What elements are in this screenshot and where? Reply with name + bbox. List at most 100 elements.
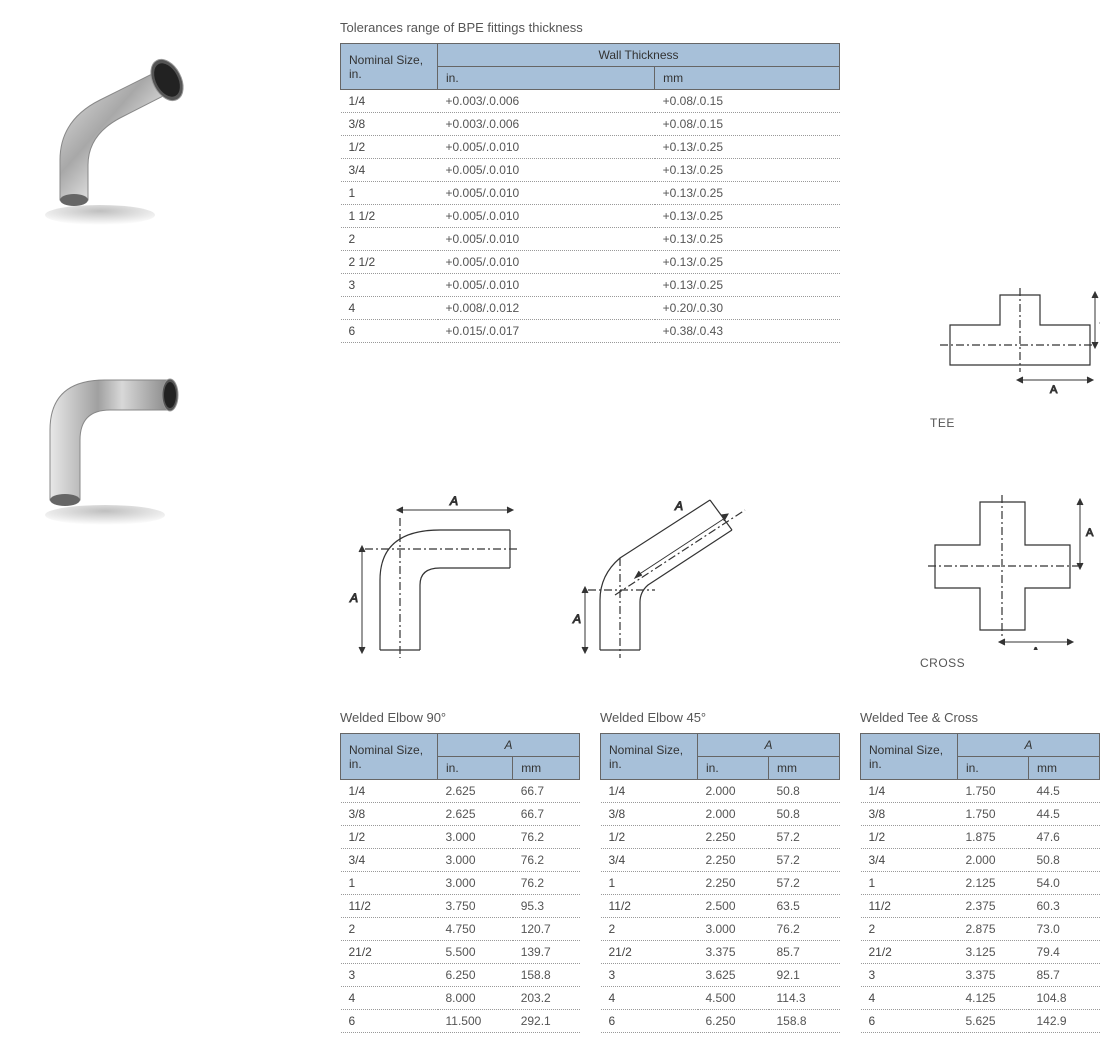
cell-in: 5.500 <box>438 941 513 964</box>
elbow-45-photo <box>20 40 200 240</box>
cell-size: 3/8 <box>861 803 958 826</box>
table-row: 3+0.005/.0.010+0.13/.0.25 <box>341 274 840 297</box>
dim-a: A <box>572 612 581 626</box>
elbow-45-title: Welded Elbow 45° <box>600 710 840 725</box>
cell-size: 6 <box>341 1010 438 1033</box>
cell-mm: 85.7 <box>769 941 840 964</box>
cell-mm: 79.4 <box>1029 941 1100 964</box>
table-row: 65.625142.9 <box>861 1010 1100 1033</box>
th-mm: mm <box>655 67 840 90</box>
cell-mm: +0.08/.0.15 <box>655 90 840 113</box>
cell-mm: 95.3 <box>513 895 580 918</box>
table-row: 1/42.62566.7 <box>341 780 580 803</box>
cross-label: CROSS <box>920 656 965 670</box>
table-row: 2 1/2+0.005/.0.010+0.13/.0.25 <box>341 251 840 274</box>
cell-in: 3.000 <box>438 872 513 895</box>
cell-in: +0.005/.0.010 <box>438 136 655 159</box>
table-row: 21/23.37585.7 <box>601 941 840 964</box>
table-row: 1/41.75044.5 <box>861 780 1100 803</box>
cell-size: 21/2 <box>861 941 958 964</box>
cell-in: 4.500 <box>698 987 769 1010</box>
table-row: 44.125104.8 <box>861 987 1100 1010</box>
cell-in: 2.250 <box>698 826 769 849</box>
tee-label: TEE <box>930 416 955 430</box>
elbow-45-block: Welded Elbow 45° Nominal Size, in. A in.… <box>600 710 840 1033</box>
cell-mm: 44.5 <box>1029 780 1100 803</box>
dim-a: A <box>1050 384 1058 396</box>
cell-in: 2.625 <box>438 780 513 803</box>
th-size: Nominal Size, in. <box>601 734 698 780</box>
table-row: 1/4+0.003/.0.006+0.08/.0.15 <box>341 90 840 113</box>
cell-in: 2.125 <box>958 872 1029 895</box>
cell-in: 2.000 <box>698 780 769 803</box>
cell-size: 1/4 <box>601 780 698 803</box>
th-size: Nominal Size, in. <box>341 734 438 780</box>
cell-mm: 57.2 <box>769 826 840 849</box>
cell-in: 2.625 <box>438 803 513 826</box>
cell-mm: 120.7 <box>513 918 580 941</box>
table-row: 2+0.005/.0.010+0.13/.0.25 <box>341 228 840 251</box>
elbow-45-table: Nominal Size, in. A in. mm 1/42.00050.83… <box>600 733 840 1033</box>
cell-mm: 139.7 <box>513 941 580 964</box>
cell-size: 1 <box>601 872 698 895</box>
table-row: 33.62592.1 <box>601 964 840 987</box>
cell-size: 2 <box>341 228 438 251</box>
table-row: 3/82.62566.7 <box>341 803 580 826</box>
table-row: 3/82.00050.8 <box>601 803 840 826</box>
cell-mm: +0.13/.0.25 <box>655 136 840 159</box>
cell-size: 1 <box>341 182 438 205</box>
th-a: A <box>958 734 1100 757</box>
cell-mm: +0.38/.0.43 <box>655 320 840 343</box>
table-row: 12.12554.0 <box>861 872 1100 895</box>
th-mm: mm <box>513 757 580 780</box>
th-mm: mm <box>1029 757 1100 780</box>
cell-size: 21/2 <box>601 941 698 964</box>
cell-size: 3/4 <box>341 159 438 182</box>
tolerances-table: Nominal Size, in. Wall Thickness in. mm … <box>340 43 840 343</box>
cell-mm: 60.3 <box>1029 895 1100 918</box>
table-row: 23.00076.2 <box>601 918 840 941</box>
cell-in: +0.008/.0.012 <box>438 297 655 320</box>
cell-in: 3.375 <box>958 964 1029 987</box>
cell-in: 5.625 <box>958 1010 1029 1033</box>
cell-mm: +0.13/.0.25 <box>655 251 840 274</box>
tolerances-body: 1/4+0.003/.0.006+0.08/.0.153/8+0.003/.0.… <box>341 90 840 343</box>
cell-size: 2 <box>601 918 698 941</box>
cell-size: 6 <box>601 1010 698 1033</box>
th-in: in. <box>698 757 769 780</box>
table-row: 6+0.015/.0.017+0.38/.0.43 <box>341 320 840 343</box>
cell-size: 3 <box>341 964 438 987</box>
cell-in: 2.875 <box>958 918 1029 941</box>
cell-in: 2.250 <box>698 872 769 895</box>
table-row: 66.250158.8 <box>601 1010 840 1033</box>
table-row: 3/42.25057.2 <box>601 849 840 872</box>
table-row: 11/22.50063.5 <box>601 895 840 918</box>
cell-mm: +0.13/.0.25 <box>655 205 840 228</box>
cell-mm: 66.7 <box>513 803 580 826</box>
tee-diagram: A A TEE <box>930 280 1100 430</box>
dim-a: A <box>1032 646 1040 650</box>
table-row: 1 1/2+0.005/.0.010+0.13/.0.25 <box>341 205 840 228</box>
cell-size: 1/2 <box>601 826 698 849</box>
cell-in: 2.250 <box>698 849 769 872</box>
table-row: 1/23.00076.2 <box>341 826 580 849</box>
cell-size: 11/2 <box>341 895 438 918</box>
table-row: 1/21.87547.6 <box>861 826 1100 849</box>
cell-in: +0.005/.0.010 <box>438 228 655 251</box>
cell-mm: 44.5 <box>1029 803 1100 826</box>
tolerances-block: Tolerances range of BPE fittings thickne… <box>340 20 840 343</box>
cell-size: 1/4 <box>861 780 958 803</box>
th-in: in. <box>438 757 513 780</box>
table-row: 4+0.008/.0.012+0.20/.0.30 <box>341 297 840 320</box>
cell-in: +0.015/.0.017 <box>438 320 655 343</box>
cell-size: 4 <box>341 987 438 1010</box>
table-row: 36.250158.8 <box>341 964 580 987</box>
table-row: 21/23.12579.4 <box>861 941 1100 964</box>
cell-size: 6 <box>341 320 438 343</box>
cell-mm: 63.5 <box>769 895 840 918</box>
cell-size: 4 <box>861 987 958 1010</box>
cell-in: 11.500 <box>438 1010 513 1033</box>
elbow-45-body: 1/42.00050.83/82.00050.81/22.25057.23/42… <box>601 780 840 1033</box>
cell-size: 3 <box>341 274 438 297</box>
teecross-block: Welded Tee & Cross Nominal Size, in. A i… <box>860 710 1100 1033</box>
